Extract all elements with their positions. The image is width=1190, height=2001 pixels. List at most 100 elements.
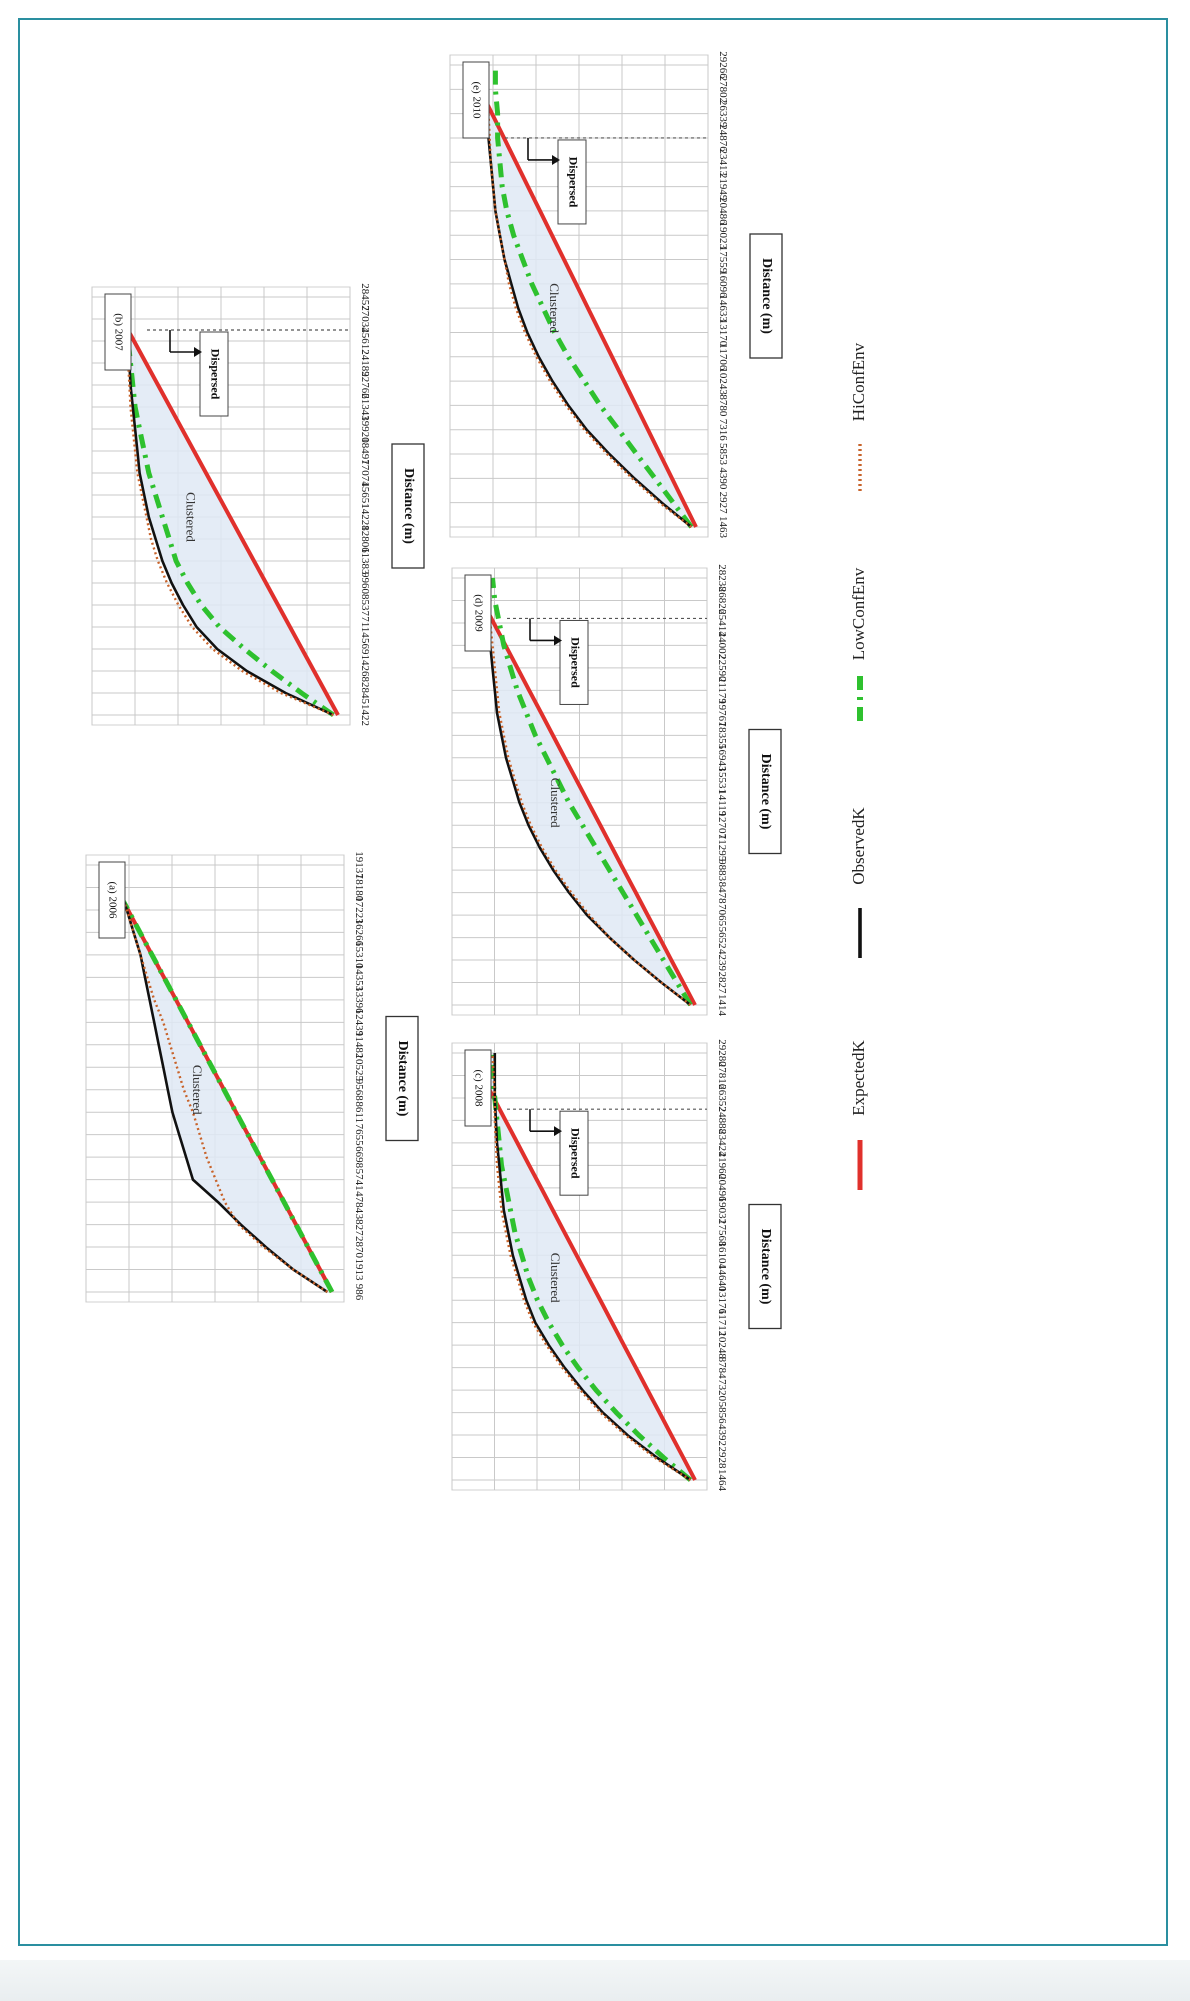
x-tick-label: 8780 bbox=[717, 394, 729, 417]
series-line-hi_conf bbox=[486, 577, 692, 1006]
axis-title-box bbox=[748, 728, 782, 855]
x-tick-label: 28238 bbox=[716, 564, 728, 592]
x-tick-label: 5652 bbox=[716, 927, 728, 949]
legend-label-expected: ExpectedK bbox=[849, 1040, 868, 1116]
x-tick-label: 7316 bbox=[717, 419, 729, 442]
x-tick-label: 15531 bbox=[716, 767, 728, 795]
x-tick-label: 7065 bbox=[716, 904, 728, 927]
x-tick-label: 21343 bbox=[359, 393, 371, 421]
x-tick-label: 9883 bbox=[716, 859, 728, 882]
x-tick-label: 4390 bbox=[717, 467, 729, 490]
x-tick-label: 16266 bbox=[353, 919, 365, 947]
x-tick-label: 9568 bbox=[353, 1079, 365, 1102]
x-tick-label: 12707 bbox=[716, 811, 728, 839]
x-tick-label: 13396 bbox=[353, 986, 365, 1014]
axis-title: Distance (m) bbox=[395, 1041, 410, 1117]
panel-label: (c) 2008 bbox=[472, 1070, 484, 1107]
dispersed-label-box bbox=[557, 139, 587, 225]
x-tick-label: 17559 bbox=[717, 246, 729, 274]
axis-title-box bbox=[748, 1203, 782, 1330]
page-footer-band bbox=[0, 1960, 1190, 2001]
x-tick-label: 24876 bbox=[717, 124, 729, 152]
x-tick-label: 16943 bbox=[716, 744, 728, 772]
x-tick-label: 18355 bbox=[716, 722, 728, 750]
axis-title-box bbox=[385, 1015, 419, 1142]
x-tick-label: 8478 bbox=[716, 882, 728, 905]
x-tick-label: 3827 bbox=[353, 1214, 365, 1237]
x-tick-label: 25414 bbox=[716, 609, 728, 637]
x-tick-label: 5741 bbox=[353, 1169, 365, 1191]
x-tick-label: 8537 bbox=[359, 594, 371, 617]
region-label-clustered: Clustered bbox=[547, 283, 562, 333]
x-tick-label: 4239 bbox=[716, 949, 728, 972]
x-tick-label: 12806 bbox=[359, 525, 371, 553]
series-line-hi_conf bbox=[114, 864, 329, 1294]
x-tick-label: 11712 bbox=[716, 1309, 728, 1336]
axis-title: Distance (m) bbox=[758, 1229, 773, 1305]
x-tick-label: 17223 bbox=[353, 896, 365, 924]
dispersed-arrow-head bbox=[554, 1126, 562, 1137]
x-tick-label: 2927 bbox=[717, 492, 729, 515]
chart-panel-0: 9861913287038274784574166987655861195681… bbox=[85, 851, 419, 1303]
x-tick-label: 4268 bbox=[359, 660, 371, 683]
axis-title: Distance (m) bbox=[401, 468, 416, 544]
legend-label-observed: ObservedK bbox=[849, 807, 868, 885]
x-tick-label: 5856 bbox=[716, 1402, 728, 1425]
x-tick-label: 28457 bbox=[359, 283, 371, 311]
x-tick-label: 14353 bbox=[353, 964, 365, 992]
panel-label-box bbox=[464, 574, 492, 652]
legend-label-low_conf: LowConfEnv bbox=[849, 567, 868, 660]
dispersed-label-box bbox=[559, 1110, 589, 1196]
x-tick-label: 29266 bbox=[717, 51, 729, 79]
x-tick-label: 5691 bbox=[359, 638, 371, 660]
region-label-clustered: Clustered bbox=[548, 1253, 563, 1303]
x-tick-label: 21949 bbox=[717, 173, 729, 201]
panel-label-box bbox=[98, 861, 126, 939]
x-tick-label: 7114 bbox=[359, 616, 371, 638]
x-tick-label: 21179 bbox=[716, 677, 728, 705]
x-tick-label: 18180 bbox=[353, 874, 365, 902]
x-tick-label: 19032 bbox=[716, 1197, 728, 1225]
x-tick-label: 27816 bbox=[716, 1062, 728, 1090]
series-line-low_conf bbox=[492, 65, 694, 529]
x-tick-label: 26352 bbox=[716, 1084, 728, 1112]
x-tick-label: 14640 bbox=[716, 1264, 728, 1292]
x-tick-label: 27034 bbox=[359, 305, 371, 333]
series-line-observed bbox=[493, 1053, 692, 1482]
panel-label-box bbox=[104, 293, 132, 371]
x-tick-label: 2928 bbox=[716, 1447, 728, 1470]
x-tick-label: 11706 bbox=[717, 343, 729, 371]
dispersed-label-box bbox=[199, 331, 229, 417]
x-tick-label: 2870 bbox=[353, 1236, 365, 1259]
region-label-clustered: Clustered bbox=[183, 492, 198, 542]
legend-label-hi_conf: HiConfEnv bbox=[849, 342, 868, 421]
x-tick-label: 4392 bbox=[716, 1424, 728, 1446]
legend: ExpectedK ObservedK LowConfEnv HiConfEnv bbox=[849, 342, 868, 1190]
series-line-expected bbox=[468, 1052, 697, 1481]
x-tick-label: 20486 bbox=[717, 197, 729, 225]
panel-label: (e) 2010 bbox=[470, 82, 482, 119]
x-tick-label: 15310 bbox=[353, 941, 365, 969]
x-tick-label: 14228 bbox=[359, 503, 371, 531]
x-tick-label: 27802 bbox=[717, 76, 729, 104]
x-tick-label: 1464 bbox=[716, 1469, 728, 1492]
x-tick-label: 2827 bbox=[716, 972, 728, 995]
x-tick-label: 1422 bbox=[359, 704, 371, 726]
x-tick-label: 25612 bbox=[359, 327, 371, 355]
chart-panel-4: 1463292743905853731687801024311706131701… bbox=[449, 51, 783, 539]
axis-title-box bbox=[391, 443, 425, 569]
x-tick-label: 14633 bbox=[717, 294, 729, 322]
region-label-clustered: Clustered bbox=[548, 778, 563, 828]
axis-title-box bbox=[749, 233, 783, 359]
x-tick-label: 18497 bbox=[359, 437, 371, 465]
x-tick-label: 5853 bbox=[717, 443, 729, 466]
x-tick-label: 16096 bbox=[717, 270, 729, 298]
x-tick-label: 10248 bbox=[716, 1331, 728, 1359]
x-tick-label: 7655 bbox=[353, 1124, 365, 1147]
x-tick-label: 10243 bbox=[717, 367, 729, 395]
axis-title: Distance (m) bbox=[759, 258, 774, 334]
x-tick-label: 2845 bbox=[359, 682, 371, 705]
x-tick-label: 13170 bbox=[717, 319, 729, 347]
x-tick-label: 1414 bbox=[716, 994, 728, 1017]
series-line-expected bbox=[108, 296, 340, 716]
